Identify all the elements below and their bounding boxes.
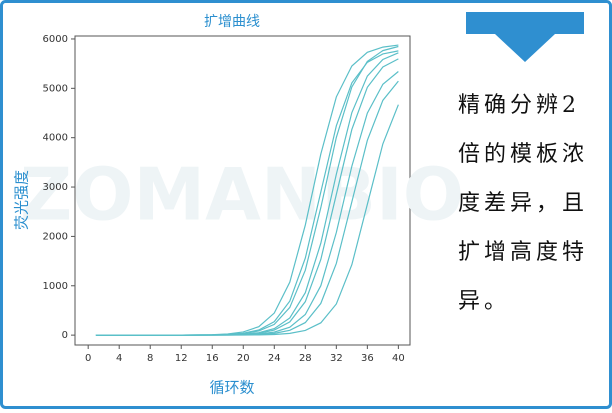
watermark: ZOMANBIO [20, 153, 464, 237]
note-line: 扩增高度特 [458, 240, 588, 265]
note-line: 异。 [458, 289, 510, 314]
x-tick-label: 32 [330, 353, 343, 364]
note-line: 精确分辨2 [458, 93, 580, 118]
y-tick-label: 3000 [43, 182, 68, 193]
note-line: 倍的模板浓 [458, 142, 588, 167]
note-line: 度差异，且 [458, 191, 588, 216]
y-axis-label: 荧光强度 [13, 170, 31, 230]
y-tick-label: 4000 [43, 133, 68, 144]
amplification-curve [95, 104, 399, 336]
y-tick-label: 6000 [43, 34, 68, 45]
y-tick-label: 2000 [43, 231, 68, 242]
x-tick-label: 40 [392, 353, 405, 364]
x-tick-label: 24 [268, 353, 281, 364]
x-tick-label: 4 [116, 353, 122, 364]
x-tick-label: 16 [206, 353, 219, 364]
y-tick-label: 5000 [43, 83, 68, 94]
chart-title: 扩增曲线 [204, 14, 260, 30]
x-tick-label: 20 [237, 353, 250, 364]
x-tick-label: 36 [361, 353, 374, 364]
y-tick-label: 1000 [43, 281, 68, 292]
x-tick-label: 8 [147, 353, 153, 364]
x-axis-label: 循环数 [209, 379, 254, 397]
arrow-icon [466, 12, 584, 62]
x-tick-label: 12 [175, 353, 188, 364]
y-tick-label: 0 [62, 330, 68, 341]
x-tick-label: 0 [85, 353, 91, 364]
x-tick-label: 28 [299, 353, 312, 364]
